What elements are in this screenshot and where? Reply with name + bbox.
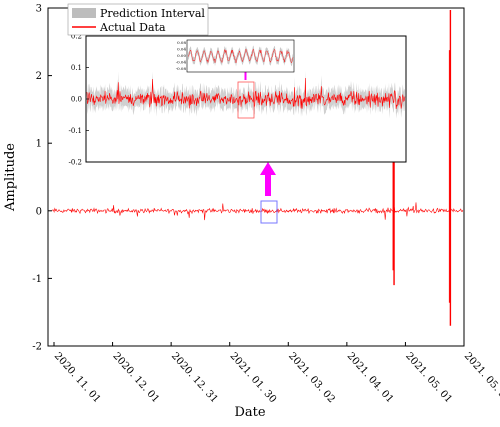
mini-actual-data — [187, 48, 294, 64]
zoom-arrow — [260, 162, 276, 196]
inset-plot: 0.2 0.1 0.0 -0.1 -0.2 0.08 0.040.00 -0.04-0.08 — [69, 33, 407, 167]
inset-series-layer — [86, 71, 406, 119]
inset-prediction-interval — [87, 71, 405, 119]
inset-tick-label: 0.2 — [71, 33, 82, 41]
zoom-region-box — [260, 200, 278, 224]
x-tick-label: 2021. 05. 01 — [403, 351, 454, 406]
y-tick-label: 0 — [36, 206, 42, 217]
legend-label-actual: Actual Data — [99, 21, 166, 34]
mini-tick-label: -0.04 — [176, 60, 187, 65]
x-axis-ticks: 2020. 11. 01 2020. 12. 01 2020. 12. 31 2021… — [52, 342, 500, 405]
x-axis-title: Date — [234, 405, 265, 420]
x-tick-label: 2021. 04. 01 — [345, 351, 396, 406]
mini-tick-label: 0.00 — [177, 53, 186, 58]
x-tick-label: 2021. 01. 30 — [227, 351, 278, 406]
inset-zoom-box — [237, 81, 255, 119]
inset-tick-label: -0.2 — [69, 159, 83, 167]
mini-series-layer — [187, 45, 294, 67]
inset-tick-label: 0.0 — [71, 96, 82, 104]
x-tick-label: 2021. 03. 02 — [286, 351, 337, 406]
mini-y-ticks: 0.08 0.040.00 -0.04-0.08 — [176, 40, 187, 71]
plot-frame — [47, 7, 465, 347]
inset-tick-label: 0.1 — [71, 64, 82, 72]
legend-label-interval: Prediction Interval — [100, 7, 205, 20]
mini-tick-label: 0.08 — [177, 40, 186, 45]
x-tick-label: 2020. 12. 31 — [169, 351, 220, 406]
y-tick-label: 2 — [36, 71, 42, 82]
mini-tick-label: 0.04 — [177, 47, 186, 52]
legend: Prediction Interval Actual Data — [67, 3, 209, 36]
y-tick-label: -1 — [32, 274, 42, 285]
y-tick-label: 3 — [36, 4, 42, 15]
mini-tick-label: -0.08 — [176, 66, 187, 71]
mini-inset-plot: 0.08 0.040.00 -0.04-0.08 — [176, 39, 295, 73]
x-tick-label: 2020. 11. 01 — [52, 351, 103, 406]
y-axis-title: Amplitude — [3, 143, 18, 212]
y-axis-ticks: -2 -1 0 1 2 3 — [32, 4, 52, 353]
inset-actual-data — [86, 77, 406, 109]
x-tick-label: 2020. 12. 01 — [110, 351, 161, 406]
inset-tick-label: -0.1 — [69, 127, 83, 135]
legend-swatch-interval — [72, 8, 96, 18]
y-tick-label: 1 — [36, 139, 42, 150]
x-tick-label: 2021. 05. 31 — [462, 351, 500, 406]
y-tick-label: -2 — [32, 342, 42, 353]
inset-y-ticks: 0.2 0.1 0.0 -0.1 -0.2 — [69, 33, 89, 167]
series-actual-data — [51, 202, 464, 221]
